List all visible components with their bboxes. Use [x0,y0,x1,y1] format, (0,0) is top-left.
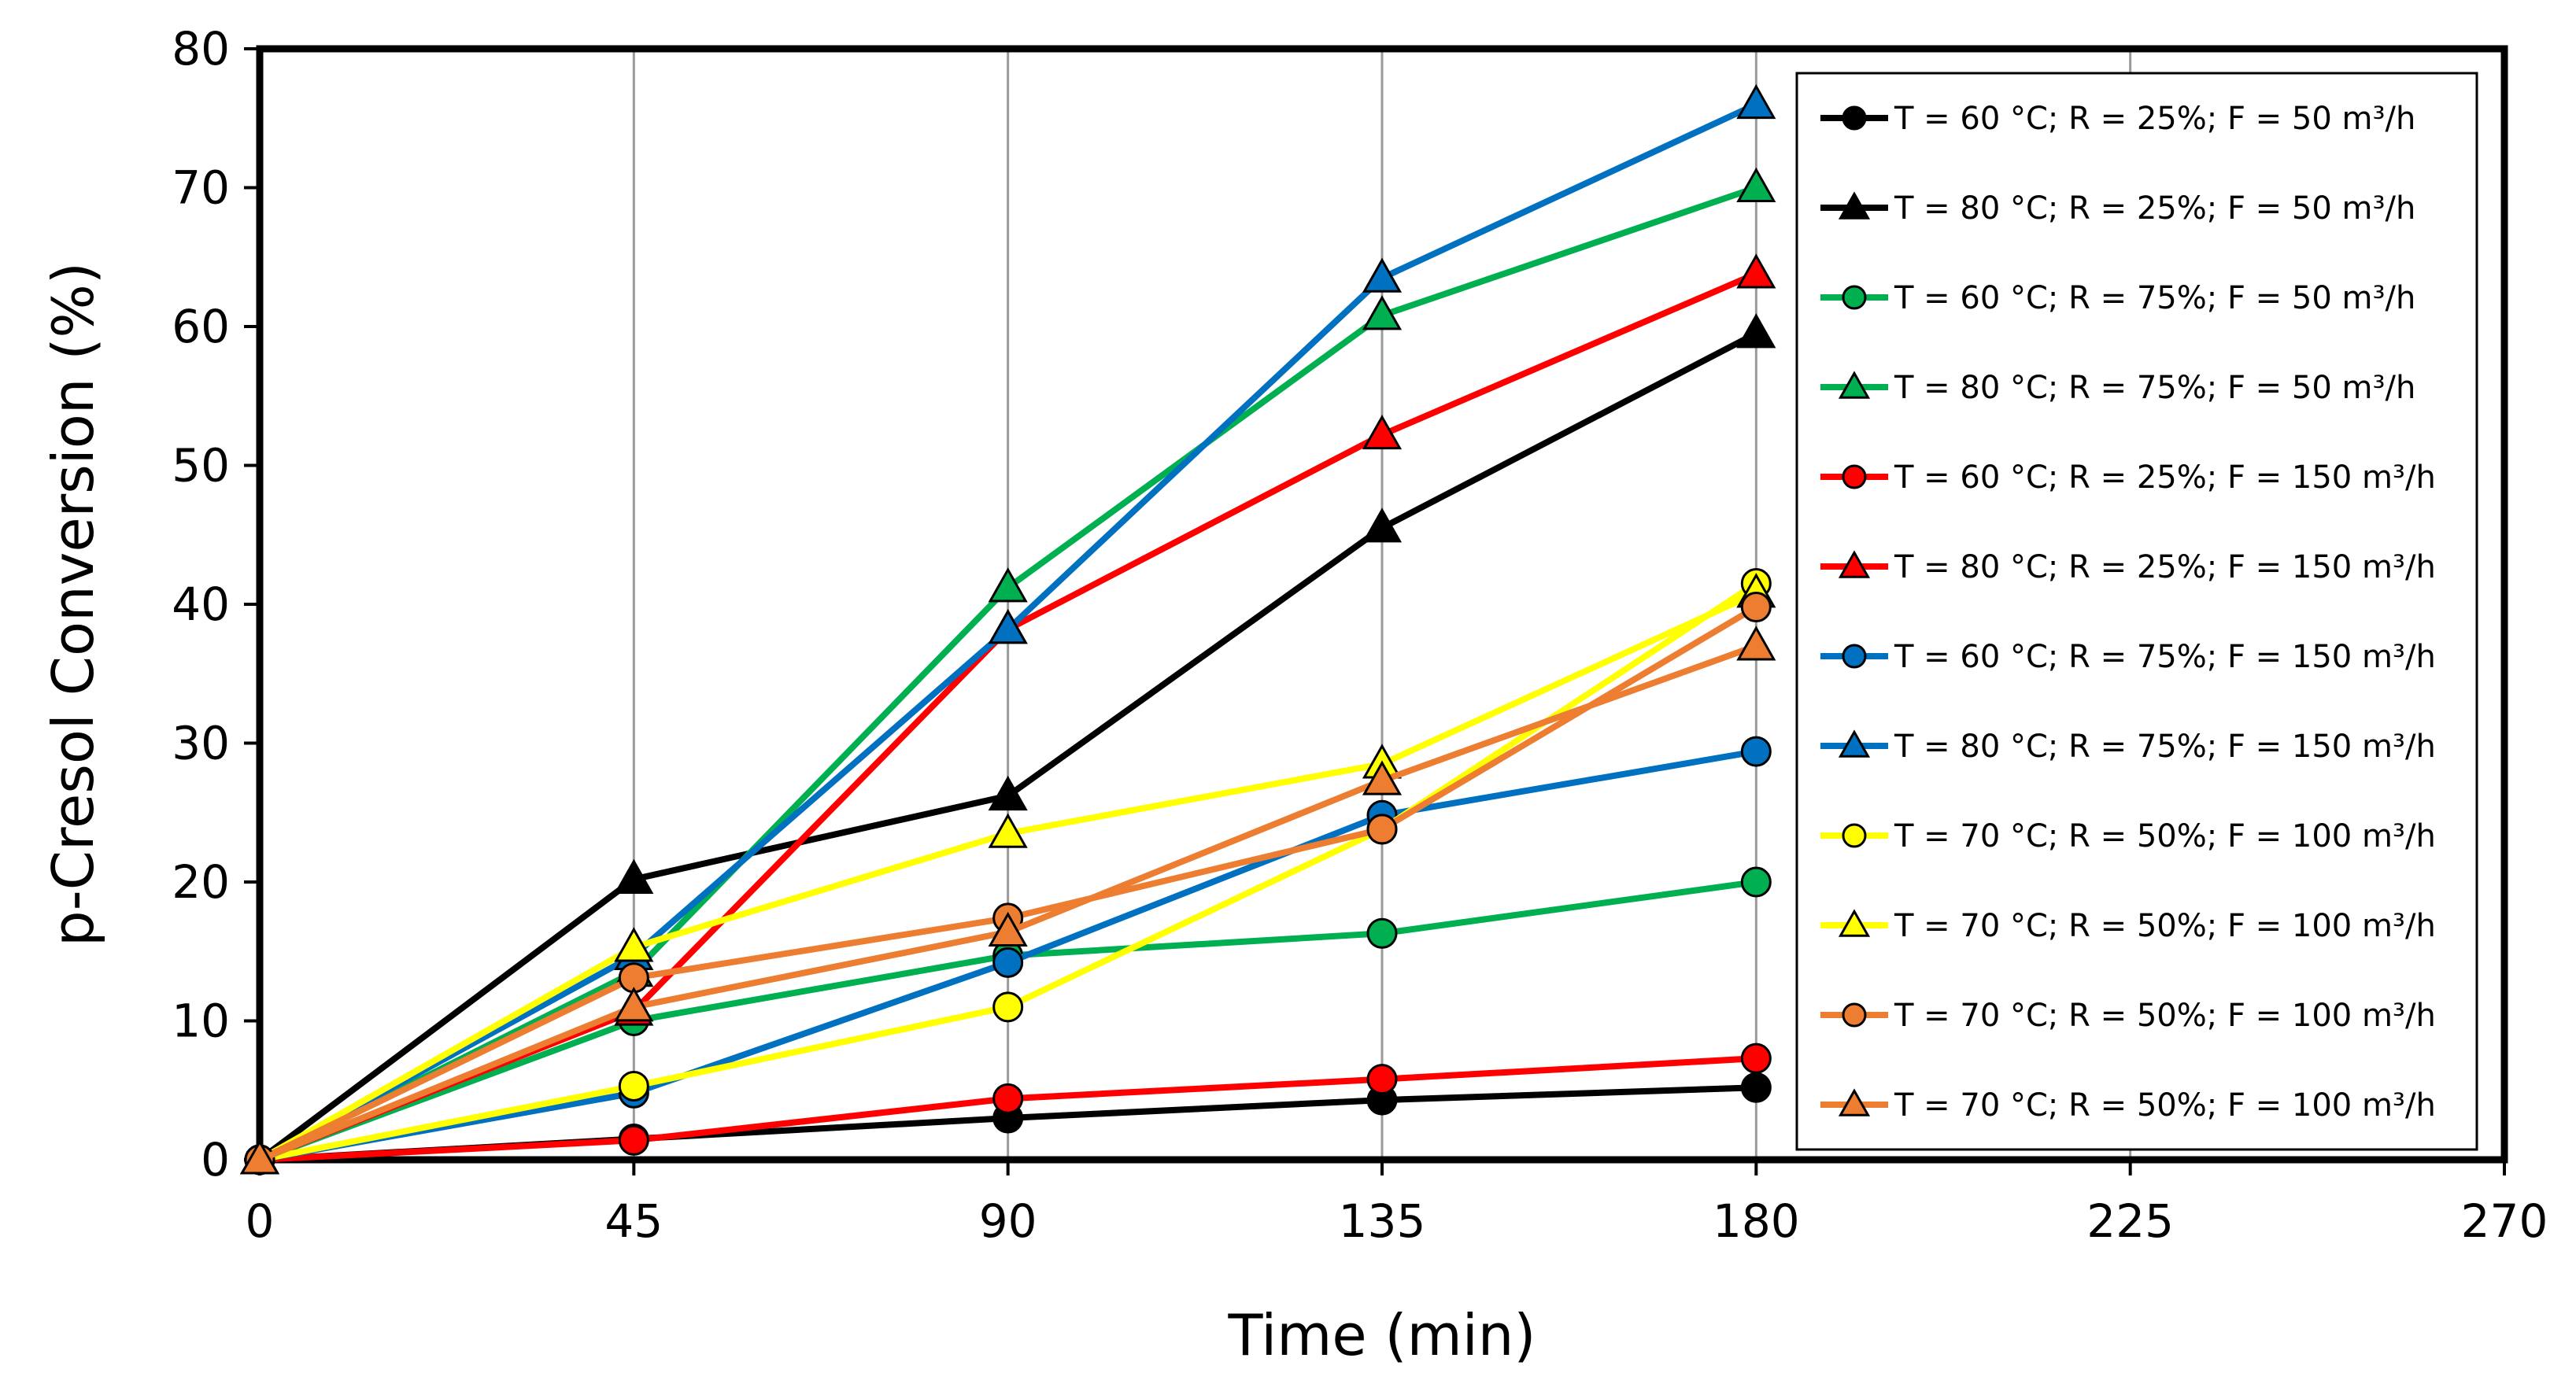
series-12 [239,626,1776,1175]
data-point [1740,1043,1772,1074]
data-point [1362,414,1403,450]
x-tick-label: 90 [979,1194,1037,1248]
legend-label: T = 80 °C; R = 25%; F = 150 m³/h [1894,549,2436,585]
legend-marker [1842,644,1867,669]
legend-label: T = 80 °C; R = 75%; F = 150 m³/h [1894,729,2436,765]
legend-marker [1842,105,1867,131]
x-tick-label: 225 [2086,1194,2174,1248]
data-point [614,987,654,1022]
legend-item: T = 70 °C; R = 50%; F = 100 m³/h [1820,908,2436,944]
y-tick-label: 70 [172,161,230,215]
data-point [988,813,1028,848]
legend-marker [1838,729,1871,758]
y-tick-label: 30 [172,717,230,770]
legend-item: T = 70 °C; R = 50%; F = 100 m³/h [1820,998,2436,1034]
data-point [618,1070,649,1102]
data-point [1736,167,1776,203]
legend-label: T = 70 °C; R = 50%; F = 100 m³/h [1894,998,2436,1034]
legend-item: T = 80 °C; R = 75%; F = 50 m³/h [1820,370,2415,406]
y-tick-label: 0 [201,1133,230,1186]
x-tick-label: 180 [1713,1194,1800,1248]
y-tick-label: 80 [172,22,230,76]
legend-marker [1838,909,1871,937]
legend-label: T = 70 °C; R = 50%; F = 100 m³/h [1894,1087,2436,1124]
y-tick-label: 50 [172,439,230,493]
legend-item: T = 60 °C; R = 25%; F = 50 m³/h [1820,101,2415,137]
legend-label: T = 60 °C; R = 25%; F = 50 m³/h [1894,101,2415,137]
x-tick-label: 45 [604,1194,663,1248]
data-point [1366,917,1398,949]
data-point [988,775,1028,811]
legend-item: T = 80 °C; R = 75%; F = 150 m³/h [1820,729,2436,765]
data-point [614,927,654,962]
data-point [988,567,1028,603]
data-point [988,609,1028,644]
y-tick-label: 10 [172,995,230,1048]
data-point [1740,866,1772,898]
data-point [1740,736,1772,767]
x-tick-label: 0 [246,1194,275,1248]
legend-label: T = 60 °C; R = 75%; F = 150 m³/h [1894,639,2436,675]
data-point [1740,592,1772,623]
legend-label: T = 70 °C; R = 50%; F = 100 m³/h [1894,908,2436,944]
legend-marker [1842,285,1867,310]
data-point [1362,257,1403,293]
data-point [992,1083,1024,1114]
axes: 0 45 90 135 180 225 270 0 10 20 30 40 50 60 70 80 [172,22,2548,1248]
legend-label: T = 60 °C; R = 75%; F = 50 m³/h [1894,280,2415,316]
data-point [618,1124,649,1156]
data-point [1736,313,1776,349]
data-point [992,991,1024,1023]
legend-label: T = 60 °C; R = 25%; F = 150 m³/h [1894,459,2436,496]
data-point [1366,814,1398,845]
legend-item: T = 80 °C; R = 25%; F = 150 m³/h [1820,549,2436,585]
legend-item: T = 60 °C; R = 25%; F = 150 m³/h [1820,459,2436,496]
y-tick-label: 40 [172,578,230,631]
data-point [1362,760,1403,795]
legend-box [1795,72,2478,1151]
legend-marker [1842,1002,1867,1028]
x-axis-title: Time (min) [1227,1302,1536,1368]
data-point [988,911,1028,947]
y-tick-label: 60 [172,300,230,353]
data-point [1740,1072,1772,1103]
series-layer [239,83,1776,1175]
legend-item: T = 80 °C; R = 25%; F = 50 m³/h [1820,190,2415,227]
y-tick-label: 20 [172,855,230,909]
data-point [1736,253,1776,289]
legend-item: T = 70 °C; R = 50%; F = 100 m³/h [1820,818,2436,854]
legend-marker [1842,823,1867,848]
data-point [992,947,1024,978]
x-tick-label: 270 [2461,1194,2548,1248]
legend-label: T = 80 °C; R = 25%; F = 50 m³/h [1894,190,2415,227]
legend-label: T = 70 °C; R = 50%; F = 100 m³/h [1894,818,2436,854]
data-point [1362,295,1403,330]
legend-label: T = 80 °C; R = 75%; F = 50 m³/h [1894,370,2415,406]
legend-marker [1838,371,1871,399]
data-point [1736,626,1776,661]
legend: T = 60 °C; R = 25%; F = 50 m³/h T = 80 °C… [1795,72,2478,1151]
series-4 [239,167,1776,1175]
legend-marker [1838,191,1871,220]
legend-item: T = 60 °C; R = 75%; F = 50 m³/h [1820,280,2415,316]
data-point [614,858,654,894]
data-point [1362,507,1403,543]
data-point [1366,1064,1398,1095]
data-point [239,1139,280,1175]
legend-marker [1842,464,1867,489]
data-point [1736,83,1776,120]
y-axis-title: p-Cresol Conversion (%) [40,262,106,947]
legend-item: T = 70 °C; R = 50%; F = 100 m³/h [1820,1087,2436,1124]
x-tick-label: 135 [1339,1194,1426,1248]
legend-marker [1838,1088,1871,1116]
legend-item: T = 60 °C; R = 75%; F = 150 m³/h [1820,639,2436,675]
legend-marker [1838,550,1871,578]
